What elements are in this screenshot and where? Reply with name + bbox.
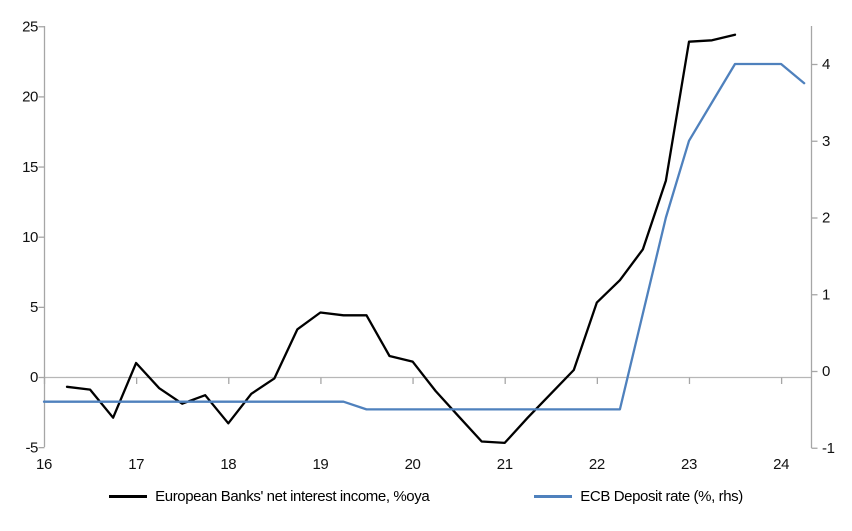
ecb-deposit-rate-legend-label: ECB Deposit rate (%, rhs) [580, 488, 743, 505]
nii-legend-label: European Banks' net interest income, %oy… [155, 488, 430, 505]
left-axis-tick-label: 20 [22, 89, 38, 106]
right-axis-tick-label: 1 [822, 286, 830, 303]
x-axis-tick-label: 22 [589, 456, 605, 473]
left-axis-tick-label: 15 [22, 159, 38, 176]
x-axis-tick-label: 19 [312, 456, 328, 473]
x-axis-tick-label: 23 [681, 456, 697, 473]
legend-item-ecb-deposit-rate: ECB Deposit rate (%, rhs) [534, 488, 743, 505]
x-axis-tick-label: 18 [220, 456, 236, 473]
nii-line [65, 33, 737, 445]
right-axis-tick-label: 3 [822, 133, 830, 150]
right-axis-tick-label: 0 [822, 363, 830, 380]
x-axis-tick-label: 16 [36, 456, 52, 473]
x-axis-tick-label: 24 [773, 456, 789, 473]
left-axis-tick-label: 25 [22, 18, 38, 35]
right-axis-tick-label: -1 [822, 440, 835, 457]
ecb-deposit-rate-line-swatch [534, 495, 573, 498]
legend-item-nii: European Banks' net interest income, %oy… [109, 488, 430, 505]
x-axis-tick-label: 17 [128, 456, 144, 473]
ecb-deposit-rate-line [42, 62, 806, 411]
chart-legend: European Banks' net interest income, %oy… [0, 488, 852, 505]
right-axis-tick-label: 4 [822, 56, 830, 73]
left-axis-tick-label: 5 [30, 299, 38, 316]
nii-line-swatch [109, 495, 148, 498]
left-axis-tick-label: 0 [30, 369, 38, 386]
left-axis-tick-label: -5 [25, 439, 38, 456]
right-axis-tick-label: 2 [822, 210, 830, 227]
x-axis-tick-label: 21 [497, 456, 513, 473]
left-axis-tick-label: 10 [22, 229, 38, 246]
x-axis-tick-label: 20 [405, 456, 421, 473]
